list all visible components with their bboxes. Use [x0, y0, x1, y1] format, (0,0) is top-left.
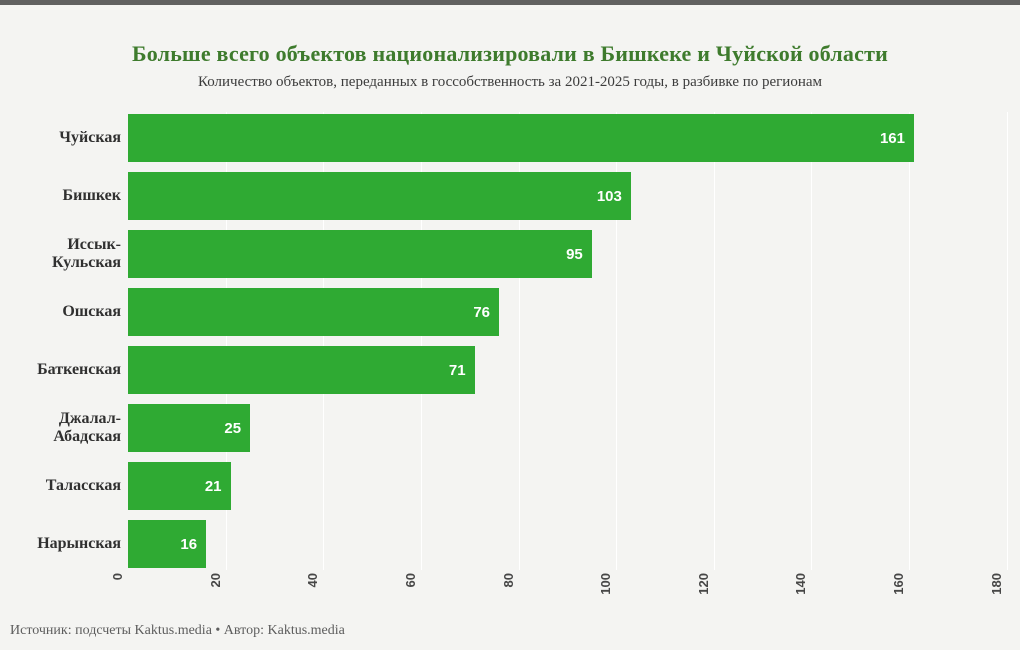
grid-line	[713, 112, 715, 570]
chart-title: Больше всего объектов национализировали …	[132, 41, 888, 66]
bar-value-label: 71	[448, 361, 466, 379]
chart-subtitle: Количество объектов, переданных в госсоб…	[197, 74, 823, 90]
bar-value-label: 103	[596, 187, 622, 205]
category-label: Таласская	[45, 477, 121, 494]
bar-value-label: 16	[180, 535, 198, 553]
bar: 95	[128, 230, 592, 278]
bar: 25	[128, 404, 251, 452]
bar: 71	[128, 346, 475, 394]
x-axis-tick-label: 180	[988, 573, 1004, 595]
bar: 76	[128, 288, 500, 336]
bar-value-label: 21	[204, 477, 222, 495]
bar-value-label: 76	[473, 303, 491, 321]
bar-value-label: 95	[566, 245, 583, 263]
category-label: Баткенская	[37, 361, 121, 378]
x-axis-tick-label: 0	[110, 573, 125, 581]
grid-line	[225, 112, 227, 570]
x-axis-tick-label: 60	[402, 573, 418, 588]
category-label: Нарынская	[37, 535, 121, 552]
source-credit: Источник: подсчеты Kaktus.media • Автор:…	[10, 623, 345, 638]
x-axis-tick-label: 160	[891, 573, 907, 595]
bar: 21	[128, 462, 231, 510]
grid-line	[909, 112, 911, 570]
x-axis-tick-label: 140	[793, 573, 809, 595]
x-axis-tick-label: 80	[500, 573, 516, 588]
bar: 103	[128, 172, 631, 220]
bar: 16	[128, 520, 207, 568]
x-axis-tick-label: 100	[598, 573, 614, 595]
bar-value-label: 161	[879, 129, 905, 147]
x-axis-tick-label: 40	[305, 573, 321, 588]
grid-line	[1006, 112, 1008, 570]
grid-line	[323, 112, 325, 570]
bar: 161	[128, 114, 914, 162]
grid-line	[420, 112, 422, 570]
top-border	[0, 0, 1020, 5]
category-label: Ошская	[62, 303, 121, 320]
grid-line	[616, 112, 618, 570]
category-label: Иссык-Кульская	[52, 236, 121, 271]
category-label: Чуйская	[59, 129, 121, 146]
grid-line	[518, 112, 520, 570]
x-axis-tick-label: 20	[207, 573, 223, 588]
category-label: Бишкек	[62, 187, 121, 204]
category-label: Джалал-Абадская	[53, 410, 121, 445]
x-axis-tick-label: 120	[695, 573, 711, 595]
bar-value-label: 25	[224, 419, 242, 437]
grid-line	[811, 112, 813, 570]
